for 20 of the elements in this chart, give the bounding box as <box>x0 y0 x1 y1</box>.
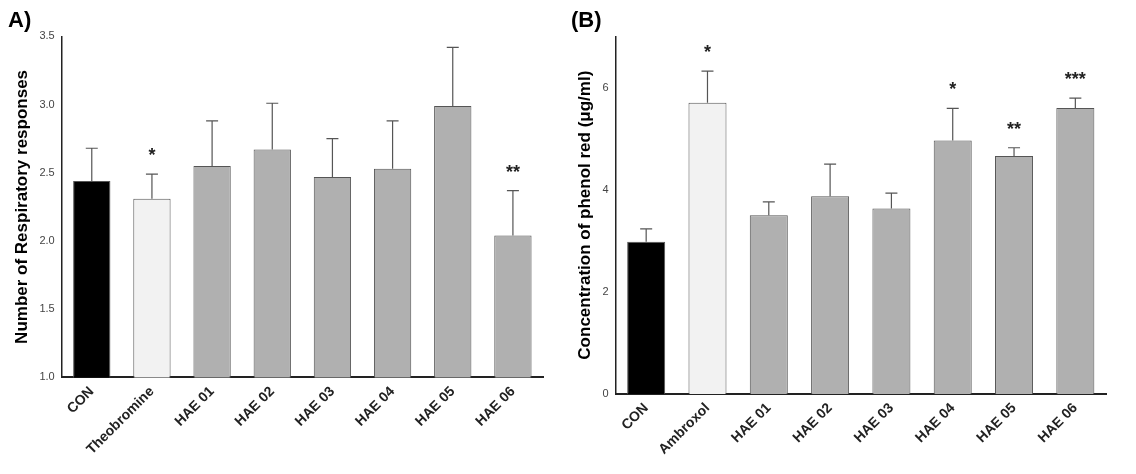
annotation: ** <box>505 161 520 182</box>
y-tick-label: 2.0 <box>39 234 55 247</box>
y-tick-label: 3.5 <box>39 29 55 42</box>
annotation: * <box>703 42 711 63</box>
y-tick-label: 3.0 <box>39 97 55 110</box>
y-tick-label: 1.0 <box>39 370 55 383</box>
y-tick-label: 6 <box>602 80 609 93</box>
y-tick-label: 2.5 <box>39 165 55 178</box>
y-tick-label: 0 <box>602 386 609 399</box>
y-axis-title: Concentration of phenol red (μg/ml) <box>574 70 594 360</box>
annotation: ** <box>1007 118 1022 139</box>
chart-title: A) <box>8 7 32 33</box>
y-axis-title: Number of Respiratory responses <box>11 69 31 344</box>
y-tick-label: 4 <box>602 182 609 195</box>
annotation: * <box>148 145 156 166</box>
annotation: *** <box>1064 69 1086 90</box>
chart-title: (B) <box>571 7 602 33</box>
annotation: * <box>949 79 957 100</box>
y-tick-label: 1.5 <box>39 302 55 315</box>
y-tick-label: 2 <box>602 284 609 297</box>
